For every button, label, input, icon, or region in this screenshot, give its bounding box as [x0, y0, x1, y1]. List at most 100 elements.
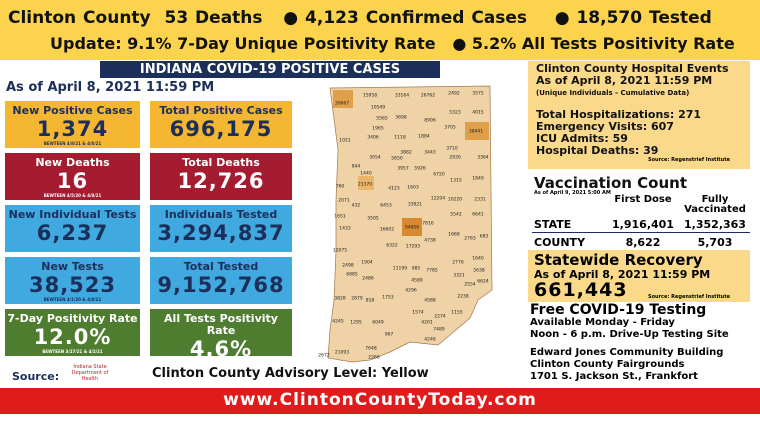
county-count: 2776 [452, 260, 464, 266]
county-count: 1603 [407, 185, 419, 191]
testing-line: Noon - 6 p.m. Drive-Up Testing Site [530, 329, 729, 340]
row-label: STATE [534, 218, 572, 231]
county-count: 94906 [405, 225, 419, 231]
tile-label: Total Tested [183, 260, 259, 273]
tile: Total Tested 9,152,768 [150, 257, 292, 304]
county-count: 2486 [362, 276, 374, 282]
testing-title: Free COVID-19 Testing [530, 302, 707, 318]
testing-line: Available Monday - Friday [530, 317, 675, 328]
header-line2: Update: 9.1% 7-Day Unique Positivity Rat… [50, 34, 735, 53]
county-count: 985 [412, 266, 421, 272]
county-count: 6885 [346, 272, 358, 278]
tile-label: Total Deaths [182, 156, 260, 169]
county: Clinton County [8, 8, 151, 28]
testing: Free COVID-19 Testing Available Monday -… [530, 302, 729, 383]
county-count: 1849 [472, 176, 484, 182]
deaths: 53 Deaths [164, 8, 263, 28]
county-count: 5542 [450, 212, 462, 218]
county-count: 967 [385, 332, 394, 338]
tile: Individuals Tested 3,294,837 [150, 205, 292, 252]
tile: 7-Day Positivity Rate 12.0% BEWTEEN 3/27/2… [5, 309, 140, 356]
tile: New Deaths 16 BEWTEEN 4/5/20 & 4/8/21 [5, 153, 140, 200]
stat: Emergency Visits: 607 [536, 120, 674, 133]
county-shade [333, 90, 353, 108]
cell: 5,703 [697, 236, 733, 249]
county-count: 432 [352, 203, 361, 209]
county-count: 3406 [367, 135, 379, 141]
tile: All Tests Positivity Rate 4.6% BEWTEEN 3/2… [150, 309, 292, 366]
tile: New Tests 38,523 BEWTEEN 4/1/20 & 4/8/21 [5, 257, 140, 304]
hospital-as-of: As of April 8, 2021 11:59 PM [536, 74, 713, 87]
tile-note: BEWTEEN 3/27/21 & 4/2/21 [42, 349, 103, 354]
hospital-subtitle: (Unique Individuals - Cumulative Data) [536, 89, 690, 97]
county-count: 5926 [414, 166, 426, 172]
county-count: 1440 [360, 171, 372, 177]
tile-value: 3,294,837 [157, 221, 285, 245]
county-count: 2930 [449, 155, 461, 161]
tile-value: 696,175 [169, 117, 273, 141]
tested: ● 18,570 Tested [554, 8, 712, 28]
county-count: 21370 [358, 182, 372, 188]
county-count: 17293 [406, 244, 420, 250]
address: 1701 S. Jackson St., Frankfort [530, 371, 698, 382]
tile-label: Total Positive Cases [159, 104, 283, 117]
county-count: 10549 [371, 105, 385, 111]
county-count: 16602 [380, 227, 394, 233]
county-count: 4015 [472, 110, 484, 116]
stat: ICU Admits: 59 [536, 132, 628, 145]
county-count: 2672 [318, 353, 330, 359]
hospital-title: Clinton County Hospital Events [536, 62, 729, 75]
county-shade [465, 122, 489, 140]
county-count: 1884 [418, 134, 430, 140]
county-count: 10220 [448, 197, 462, 203]
county-count: 5638 [473, 268, 485, 274]
tile-value: 16 [56, 169, 89, 193]
county-count: 1315 [450, 178, 462, 184]
county-count: 1155 [451, 310, 463, 316]
tile-value: 9,152,768 [157, 273, 285, 297]
county-count: 7648 [365, 346, 377, 352]
county-count: 26762 [421, 93, 435, 99]
county-count: 4738 [424, 238, 436, 244]
county-count: 5323 [449, 110, 461, 116]
url[interactable]: www.ClintonCountyToday.com [223, 390, 537, 410]
recovery-box [528, 250, 750, 302]
county-count: 1651 [334, 214, 346, 220]
county-count: 2238 [457, 294, 469, 300]
county-count: 11199 [393, 266, 407, 272]
county-count: 21093 [335, 350, 349, 356]
vaccination-title: Vaccination Count [534, 174, 687, 192]
county-count: 3505 [367, 216, 379, 222]
county-count: 38441 [469, 129, 483, 135]
tile: Total Positive Cases 696,175 [150, 101, 292, 148]
county-count: 3364 [477, 155, 489, 161]
tile-label: New Positive Cases [12, 104, 133, 117]
row-label: COUNTY [534, 236, 586, 249]
tile-label: New Tests [41, 260, 104, 273]
county-count: 12204 [431, 196, 445, 202]
address: Edward Jones Community Building [530, 347, 724, 358]
county-count: 2274 [434, 314, 446, 320]
county-count: 2266 [368, 355, 380, 361]
county-count: 3443 [424, 150, 436, 156]
hospital: Clinton County Hospital Events As of Apr… [536, 63, 729, 157]
county-count: 3054 [369, 155, 381, 161]
county-count: 2071 [338, 198, 350, 204]
logo: Indiana State Department of Health [71, 364, 109, 382]
county-count: 7785 [426, 268, 438, 274]
column-head: Fully Vaccinated [684, 194, 746, 215]
county-count: 33921 [408, 202, 422, 208]
cell: 8,622 [625, 236, 661, 249]
county-count: 8906 [424, 118, 436, 124]
county-count: 1574 [412, 310, 424, 316]
county-count: 2492 [448, 91, 460, 97]
county-shade [402, 218, 422, 236]
tile-value: 6,237 [36, 221, 109, 245]
county-count: 6641 [472, 212, 484, 218]
county-count: 4201 [421, 320, 433, 326]
county-count: 6322 [386, 243, 398, 249]
source: Source: Regenstrief Institute [648, 294, 731, 300]
tile-value: 12,726 [177, 169, 265, 193]
county-count: 2498 [342, 263, 354, 269]
